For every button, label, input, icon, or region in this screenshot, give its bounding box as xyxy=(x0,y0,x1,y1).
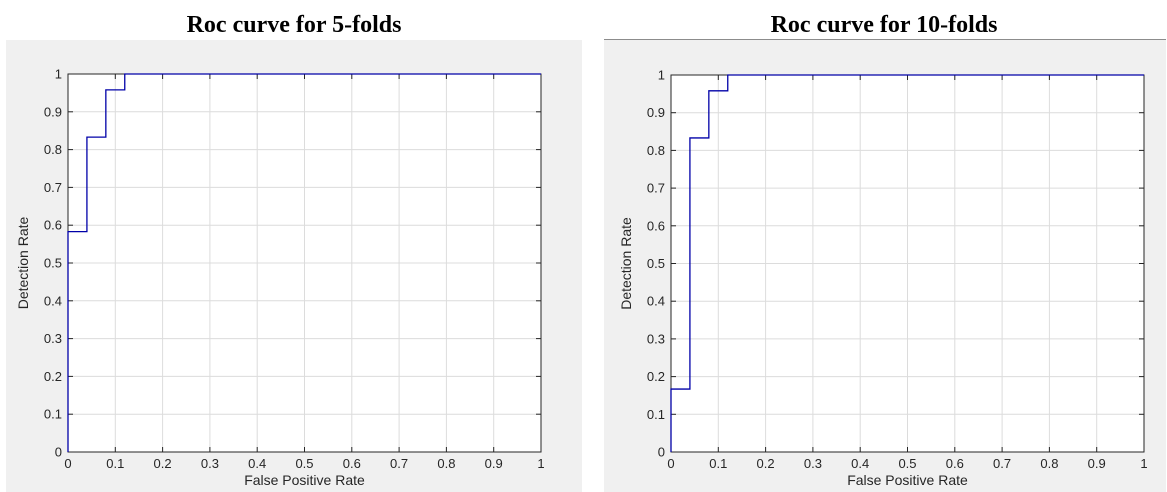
x-tick-label: 0.4 xyxy=(248,456,266,471)
x-tick-label: 0.8 xyxy=(1040,456,1058,471)
x-tick-label: 0.1 xyxy=(709,456,727,471)
x-tick-label: 0.5 xyxy=(295,456,313,471)
y-tick-label: 0.7 xyxy=(647,181,665,196)
x-tick-label: 0 xyxy=(667,456,674,471)
y-tick-label: 0.4 xyxy=(647,294,665,309)
x-tick-label: 0.1 xyxy=(106,456,124,471)
roc-chart-10-folds: 0 0.1 0.2 0.3 0.4 0.5 0.6 0.7 0.8 0.9 1 0 0.1 0.2 0.3 0… xyxy=(618,68,1148,489)
y-tick-label: 0.6 xyxy=(647,218,665,233)
y-tick-label: 0.3 xyxy=(647,331,665,346)
y-tick-label: 0 xyxy=(658,445,665,460)
roc-chart-5-folds: 0 0.1 0.2 0.3 0.4 0.5 0.6 0.7 0.8 0.9 1 0 0.1 0.2 0.3 0… xyxy=(15,67,545,489)
x-tick-label: 0.2 xyxy=(757,456,775,471)
x-tick-label: 1 xyxy=(537,456,544,471)
y-tick-label: 0.7 xyxy=(44,180,62,195)
x-tick-label: 0 xyxy=(64,456,71,471)
x-tick-label: 0.4 xyxy=(851,456,869,471)
panel-divider-line xyxy=(604,39,1166,40)
x-tick-label: 0.6 xyxy=(343,456,361,471)
x-tick-label: 0.9 xyxy=(1088,456,1106,471)
chart-title-5-folds: Roc curve for 5-folds xyxy=(186,12,402,38)
y-tick-label: 0.2 xyxy=(44,369,62,384)
y-tick-label: 0.5 xyxy=(647,256,665,271)
figure-panel-10-folds: 0 0.1 0.2 0.3 0.4 0.5 0.6 0.7 0.8 0.9 1 0 0.1 0.2 0.3 0… xyxy=(604,40,1166,492)
x-tick-label: 1 xyxy=(1140,456,1147,471)
y-tick-label: 0.4 xyxy=(44,293,62,308)
y-tick-label: 0.1 xyxy=(44,407,62,422)
y-tick-label: 0.8 xyxy=(44,142,62,157)
y-axis-label: Detection Rate xyxy=(15,216,31,309)
y-tick-label: 0.3 xyxy=(44,331,62,346)
y-tick-label: 0.6 xyxy=(44,218,62,233)
x-tick-label: 0.7 xyxy=(993,456,1011,471)
y-tick-label: 0.9 xyxy=(44,104,62,119)
y-tick-label: 0.2 xyxy=(647,369,665,384)
y-tick-label: 0.8 xyxy=(647,143,665,158)
chart-title-10-folds: Roc curve for 10-folds xyxy=(770,12,998,38)
x-tick-label: 0.5 xyxy=(898,456,916,471)
x-tick-label: 0.3 xyxy=(201,456,219,471)
figure-panel-5-folds: 0 0.1 0.2 0.3 0.4 0.5 0.6 0.7 0.8 0.9 1 0 0.1 0.2 0.3 0… xyxy=(6,40,582,492)
roc-curve-line xyxy=(67,73,541,452)
x-tick-label: 0.9 xyxy=(485,456,503,471)
y-tick-label: 1 xyxy=(55,67,62,82)
x-axis-label: False Positive Rate xyxy=(244,472,365,488)
y-tick-label: 0.1 xyxy=(647,407,665,422)
y-tick-label: 1 xyxy=(658,68,665,83)
x-tick-label: 0.6 xyxy=(946,456,964,471)
y-tick-label: 0.5 xyxy=(44,256,62,271)
roc-curve-line xyxy=(670,74,1144,452)
x-axis-label: False Positive Rate xyxy=(847,472,968,488)
y-tick-label: 0.9 xyxy=(647,105,665,120)
x-tick-label: 0.7 xyxy=(390,456,408,471)
x-tick-label: 0.2 xyxy=(154,456,172,471)
y-axis-label: Detection Rate xyxy=(618,217,634,310)
x-tick-label: 0.8 xyxy=(437,456,455,471)
y-tick-label: 0 xyxy=(55,445,62,460)
x-tick-label: 0.3 xyxy=(804,456,822,471)
